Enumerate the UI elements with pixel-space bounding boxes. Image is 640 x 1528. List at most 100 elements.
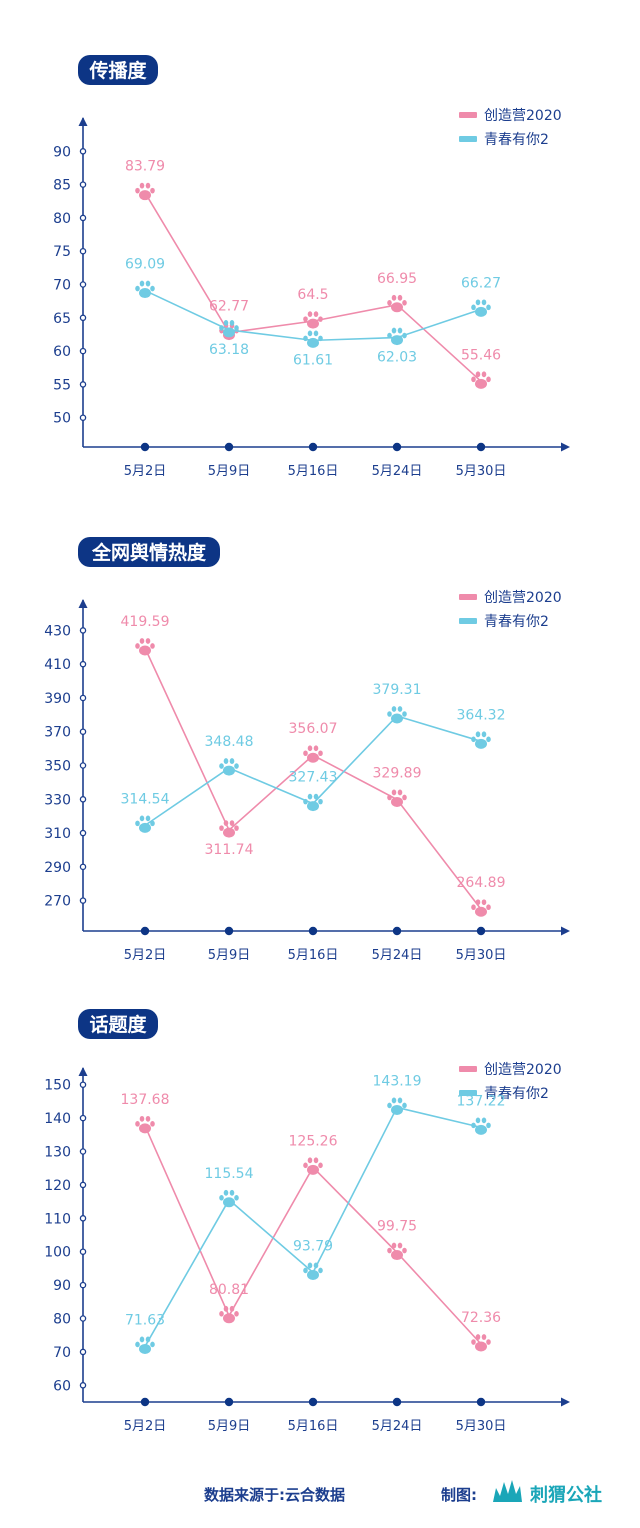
paw-marker-icon	[135, 815, 155, 833]
x-tick-dot	[476, 442, 486, 452]
credit-label: 制图:	[441, 1486, 477, 1504]
paw-marker-icon	[471, 1117, 491, 1135]
y-tick-mark	[79, 762, 87, 769]
x-tick-dot	[308, 442, 318, 452]
chart-title: 全网舆情热度	[78, 537, 220, 567]
x-tick-dot	[224, 926, 234, 936]
series-a: 419.59 311.74 356.07 329.89 264.89	[121, 614, 506, 917]
paw-marker-icon	[387, 327, 407, 346]
footer: 数据来源于:云合数据 制图: 刺猬公社	[204, 1480, 602, 1506]
data-label: 364.32	[457, 707, 506, 723]
x-tick-label: 5月9日	[208, 948, 251, 963]
chart-title: 传播度	[78, 55, 158, 85]
data-label: 61.61	[293, 352, 333, 368]
paw-marker-icon	[219, 758, 239, 776]
y-tick-label: 290	[44, 860, 71, 876]
legend-swatch	[459, 1066, 477, 1072]
data-label: 55.46	[461, 347, 501, 363]
y-tick-mark	[79, 381, 87, 388]
y-tick-label: 55	[53, 377, 71, 393]
legend-label: 青春有你2	[484, 132, 549, 148]
hedgehog-logo-icon	[493, 1480, 522, 1502]
y-tick-label: 390	[44, 691, 71, 707]
x-tick-label: 5月16日	[288, 464, 339, 479]
y-tick-label: 80	[53, 211, 71, 227]
x-axis-arrow-icon	[561, 442, 570, 452]
x-tick-dot	[476, 1397, 486, 1407]
y-tick-mark	[79, 1248, 87, 1255]
y-tick-mark	[79, 1114, 87, 1122]
x-tick-label: 5月2日	[124, 464, 167, 479]
legend-label: 创造营2020	[484, 1062, 562, 1078]
data-label: 66.27	[461, 275, 501, 291]
x-tick-label: 5月16日	[288, 948, 339, 963]
data-source: 数据来源于:云合数据	[204, 1486, 345, 1504]
paw-marker-icon	[303, 311, 323, 329]
paw-marker-icon	[135, 280, 155, 299]
data-label: 329.89	[373, 765, 422, 781]
series-b: 314.54 348.48 327.43 379.31 364.32	[121, 682, 506, 833]
x-tick-dot	[476, 926, 486, 936]
y-tick-mark	[79, 728, 87, 735]
brand-name: 刺猬公社	[530, 1484, 602, 1506]
x-tick-dot	[224, 442, 234, 452]
paw-marker-icon	[303, 330, 323, 348]
paw-marker-icon	[219, 1189, 239, 1208]
x-tick-label: 5月24日	[372, 948, 423, 963]
data-label: 69.09	[125, 257, 165, 273]
y-tick-mark	[79, 314, 87, 322]
y-tick-mark	[79, 414, 87, 421]
data-label: 264.89	[457, 875, 506, 891]
data-label: 379.31	[373, 682, 422, 698]
y-tick-label: 100	[44, 1245, 71, 1261]
y-tick-label: 65	[53, 311, 71, 327]
x-tick-label: 5月2日	[124, 1419, 167, 1434]
data-label: 72.36	[461, 1310, 501, 1326]
y-tick-mark	[79, 1348, 87, 1356]
paw-marker-icon	[135, 182, 155, 201]
x-tick-label: 5月9日	[208, 1419, 251, 1434]
data-label: 125.26	[289, 1133, 338, 1149]
y-tick-mark	[79, 796, 87, 803]
data-label: 137.68	[121, 1092, 170, 1108]
y-tick-label: 70	[53, 1345, 71, 1361]
x-tick-dot	[308, 926, 318, 936]
x-tick-dot	[308, 1397, 318, 1407]
paw-marker-icon	[303, 1157, 323, 1175]
y-tick-label: 140	[44, 1111, 71, 1127]
paw-marker-icon	[387, 1242, 407, 1261]
paw-marker-icon	[303, 745, 323, 763]
x-tick-dot	[140, 442, 150, 452]
legend-swatch	[459, 112, 477, 118]
legend-label: 创造营2020	[484, 590, 562, 606]
x-tick-label: 5月16日	[288, 1419, 339, 1434]
chart-3: 话题度 60 70 80 90 100 110 120 130 140 150 5月2日 5月9日 5月1…	[44, 1009, 570, 1434]
paw-marker-icon	[303, 793, 323, 812]
x-tick-dot	[392, 1397, 402, 1407]
x-tick-dot	[140, 1397, 150, 1407]
paw-marker-icon	[471, 731, 491, 749]
y-axis-arrow-icon	[78, 599, 88, 608]
y-tick-label: 75	[53, 244, 71, 260]
y-tick-label: 60	[53, 344, 71, 360]
y-tick-mark	[79, 1382, 87, 1389]
x-tick-label: 5月24日	[372, 1419, 423, 1434]
y-tick-mark	[79, 863, 87, 871]
y-tick-label: 330	[44, 792, 71, 808]
legend-swatch	[459, 594, 477, 600]
y-tick-mark	[79, 247, 87, 255]
paw-marker-icon	[387, 1097, 407, 1115]
axes: 60 70 80 90 100 110 120 130 140 150 5月2日 5月9日 5月16日 5…	[44, 1067, 570, 1434]
chart-title-text: 话题度	[89, 1013, 147, 1036]
x-tick-dot	[140, 926, 150, 936]
legend-swatch	[459, 618, 477, 624]
y-tick-mark	[79, 347, 87, 355]
y-tick-label: 370	[44, 725, 71, 741]
data-label: 419.59	[121, 614, 170, 630]
y-tick-label: 430	[44, 623, 71, 639]
paw-marker-icon	[387, 706, 407, 724]
y-tick-mark	[79, 1148, 87, 1155]
legend: 创造营2020 青春有你2	[459, 108, 562, 148]
y-tick-mark	[79, 660, 87, 668]
